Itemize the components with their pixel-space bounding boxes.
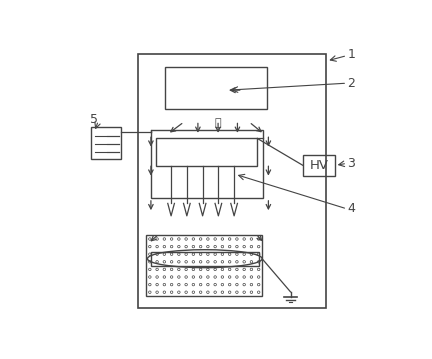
Bar [156,139,257,166]
Text: 风: 风 [215,118,221,128]
Bar [151,130,263,198]
Text: 3: 3 [347,157,355,170]
Bar [151,252,259,266]
Text: 1: 1 [347,48,355,61]
Bar [139,54,327,308]
Bar [92,127,121,159]
Bar [303,155,335,176]
Text: 4: 4 [347,202,355,215]
Text: HV: HV [309,159,328,172]
Bar [165,66,267,109]
Text: 5: 5 [90,113,98,126]
Bar [146,235,262,296]
Text: 2: 2 [347,77,355,90]
